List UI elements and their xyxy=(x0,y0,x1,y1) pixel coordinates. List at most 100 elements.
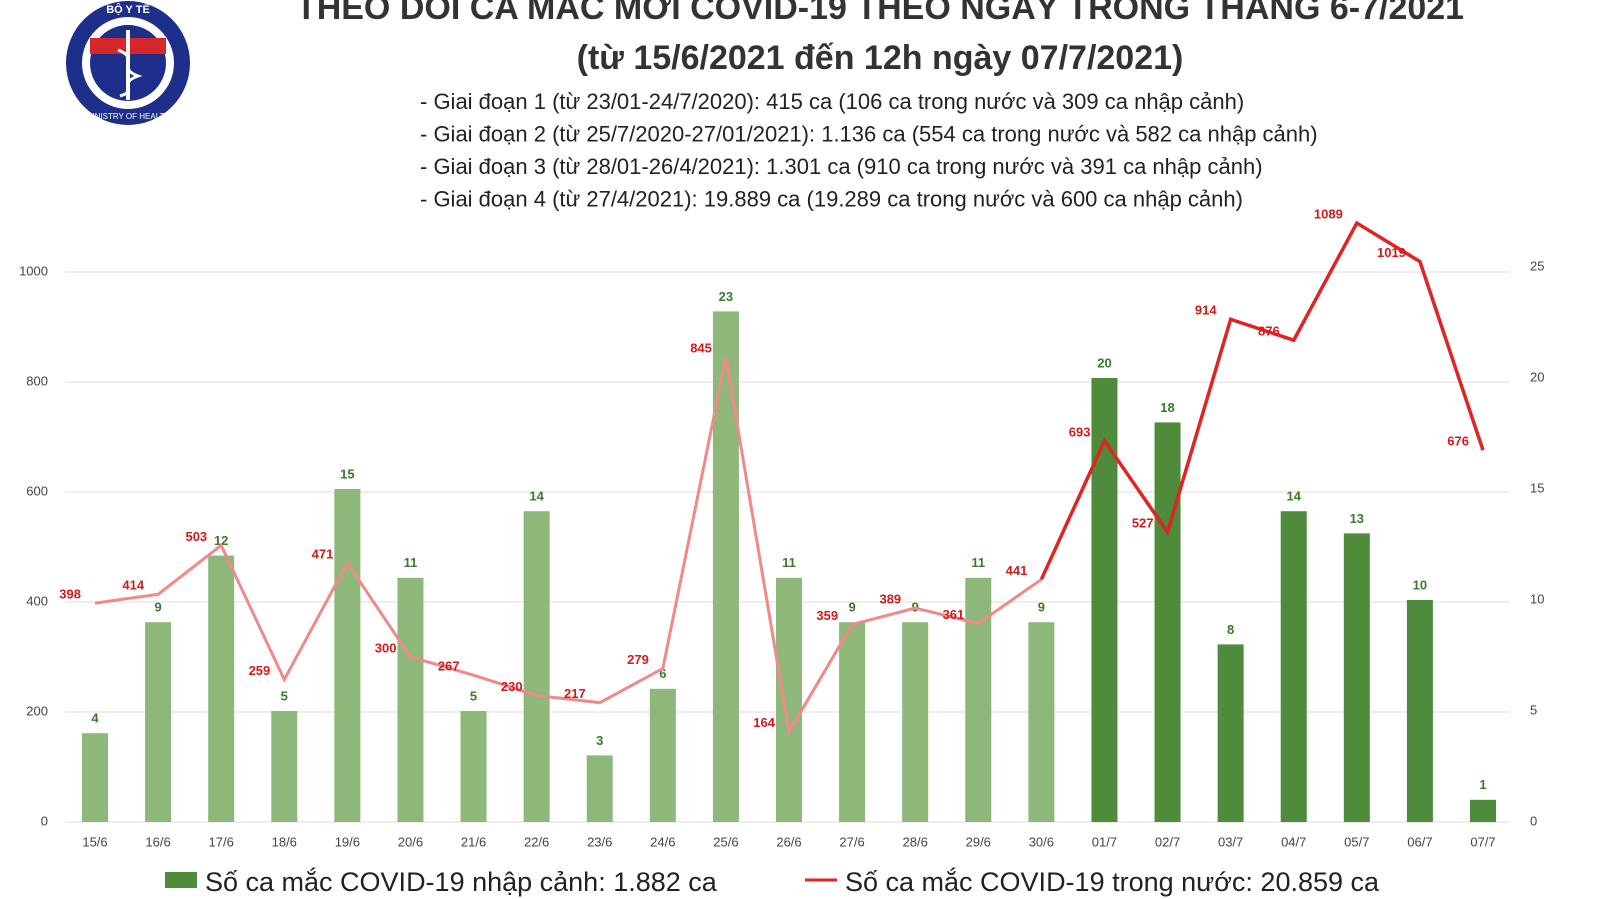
bar-value-label: 9 xyxy=(154,600,161,615)
logo: BỘ Y TẾ MINISTRY OF HEALTH xyxy=(66,1,190,125)
bar xyxy=(82,733,108,822)
line-value-label: 279 xyxy=(627,652,649,667)
line-value-label: 230 xyxy=(501,679,523,694)
bar-value-label: 14 xyxy=(1286,489,1301,504)
bar-value-label: 9 xyxy=(848,600,855,615)
line-value-label: 361 xyxy=(943,607,965,622)
logo-bottom-text: MINISTRY OF HEALTH xyxy=(86,112,171,121)
y-tick-label: 200 xyxy=(26,703,48,718)
bar-value-label: 1 xyxy=(1479,777,1486,792)
bar xyxy=(902,622,929,822)
x-tick-label: 04/7 xyxy=(1281,834,1306,849)
bar-value-label: 4 xyxy=(91,711,99,726)
chart-title: THEO DÕI CA MẮC MỚI COVID-19 THEO NGÀY T… xyxy=(296,0,1464,27)
x-tick-label: 29/6 xyxy=(966,834,991,849)
bar-value-label: 18 xyxy=(1160,400,1174,415)
bar xyxy=(460,711,487,822)
bar-value-label: 5 xyxy=(470,688,477,703)
bar xyxy=(208,555,235,822)
x-tick-label: 19/6 xyxy=(335,834,360,849)
bar-value-label: 6 xyxy=(659,666,666,681)
note: - Giai đoạn 2 (từ 25/7/2020-27/01/2021):… xyxy=(420,121,1318,146)
bar-value-label: 8 xyxy=(1227,622,1234,637)
logo-top-text: BỘ Y TẾ xyxy=(106,3,150,16)
y-tick-label: 400 xyxy=(26,593,48,608)
bar xyxy=(397,577,424,822)
x-tick-label: 01/7 xyxy=(1092,834,1117,849)
line-value-label: 398 xyxy=(59,587,81,602)
x-tick-label: 18/6 xyxy=(272,834,297,849)
bar-value-label: 3 xyxy=(596,733,603,748)
bar-value-label: 11 xyxy=(404,555,418,570)
line-value-label: 527 xyxy=(1132,516,1154,531)
x-tick-label: 06/7 xyxy=(1407,834,1432,849)
x-tick-label: 16/6 xyxy=(145,834,170,849)
chart-subtitle: (từ 15/6/2021 đến 12h ngày 07/7/2021) xyxy=(577,39,1184,77)
y2-tick-label: 20 xyxy=(1530,369,1544,384)
line-value-label: 259 xyxy=(249,663,271,678)
bar xyxy=(712,311,739,822)
y2-tick-label: 25 xyxy=(1530,258,1544,273)
y-tick-label: 0 xyxy=(41,813,48,828)
x-tick-label: 07/7 xyxy=(1470,834,1495,849)
bar-value-label: 15 xyxy=(340,466,354,481)
x-tick-label: 21/6 xyxy=(461,834,486,849)
x-tick-label: 17/6 xyxy=(209,834,234,849)
x-tick-label: 20/6 xyxy=(398,834,423,849)
line-value-label: 876 xyxy=(1258,324,1280,339)
line-value-label: 389 xyxy=(879,591,901,606)
x-tick-label: 15/6 xyxy=(82,834,107,849)
line-value-label: 164 xyxy=(753,715,775,730)
legend-swatch xyxy=(165,872,197,888)
x-tick-label: 28/6 xyxy=(903,834,928,849)
line-value-label: 503 xyxy=(185,529,207,544)
bar-value-label: 10 xyxy=(1413,577,1427,592)
line xyxy=(94,356,1043,737)
bar xyxy=(839,622,866,822)
line-value-label: 414 xyxy=(122,578,144,593)
legend-label: Số ca mắc COVID-19 trong nước: 20.859 ca xyxy=(845,866,1380,897)
x-tick-label: 22/6 xyxy=(524,834,549,849)
bar xyxy=(1028,622,1055,822)
x-tick-label: 02/7 xyxy=(1155,834,1180,849)
x-tick-label: 05/7 xyxy=(1344,834,1369,849)
line-value-label: 471 xyxy=(312,546,334,561)
x-tick-label: 03/7 xyxy=(1218,834,1243,849)
y-tick-label: 800 xyxy=(26,373,48,388)
line-value-label: 441 xyxy=(1006,563,1028,578)
y-tick-label: 1000 xyxy=(19,263,48,278)
x-tick-label: 26/6 xyxy=(776,834,801,849)
note: - Giai đoạn 4 (từ 27/4/2021): 19.889 ca … xyxy=(420,186,1243,211)
note: - Giai đoạn 1 (từ 23/01-24/7/2020): 415 … xyxy=(420,89,1244,114)
bar xyxy=(1217,644,1244,822)
bar xyxy=(1470,799,1496,822)
bar xyxy=(523,511,550,822)
y2-tick-label: 0 xyxy=(1530,813,1537,828)
line-value-label: 217 xyxy=(564,686,586,701)
bar-value-label: 13 xyxy=(1350,511,1364,526)
x-tick-label: 24/6 xyxy=(650,834,675,849)
bar xyxy=(649,688,676,822)
line xyxy=(1039,220,1485,581)
bar-value-label: 11 xyxy=(971,555,985,570)
line-value-label: 693 xyxy=(1069,424,1091,439)
line-value-label: 1019 xyxy=(1377,245,1406,260)
bar xyxy=(1154,422,1181,822)
line-value-label: 914 xyxy=(1195,303,1217,318)
bar xyxy=(1406,600,1433,822)
logo-snake xyxy=(117,48,143,98)
bar-value-label: 9 xyxy=(1038,600,1045,615)
line-value-label: 359 xyxy=(816,608,838,623)
line-value-label: 845 xyxy=(690,341,712,356)
line-value-label: 300 xyxy=(375,640,397,655)
bar-value-label: 12 xyxy=(214,533,228,548)
y2-tick-label: 5 xyxy=(1530,702,1537,717)
bar xyxy=(776,577,802,822)
bar-value-label: 5 xyxy=(281,688,288,703)
bar xyxy=(965,577,992,822)
y2-tick-label: 15 xyxy=(1530,480,1544,495)
x-tick-label: 30/6 xyxy=(1029,834,1054,849)
x-tick-label: 27/6 xyxy=(839,834,864,849)
